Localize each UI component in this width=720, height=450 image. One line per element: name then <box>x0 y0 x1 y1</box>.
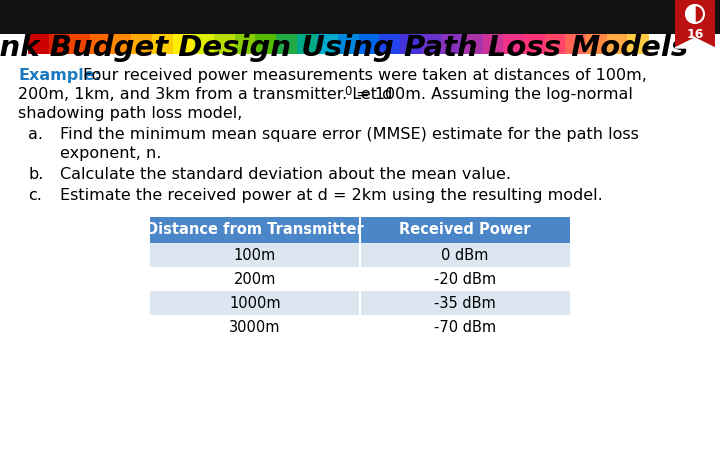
Bar <box>49 34 70 54</box>
Bar <box>420 34 442 54</box>
Bar <box>0 0 720 34</box>
Text: Example:: Example: <box>18 68 101 83</box>
Text: Distance from Transmitter: Distance from Transmitter <box>146 222 364 238</box>
Bar <box>462 34 483 54</box>
Bar <box>586 34 608 54</box>
Text: 1000m: 1000m <box>229 296 281 310</box>
Bar <box>318 34 339 54</box>
Bar <box>111 34 132 54</box>
Text: Find the minimum mean square error (MMSE) estimate for the path loss: Find the minimum mean square error (MMSE… <box>60 127 639 142</box>
Bar <box>90 34 112 54</box>
Text: 200m: 200m <box>234 271 276 287</box>
Bar <box>173 34 194 54</box>
Text: shadowing path loss model,: shadowing path loss model, <box>18 106 243 121</box>
Bar <box>150 315 570 339</box>
Bar <box>28 34 50 54</box>
Text: 16: 16 <box>686 27 703 40</box>
Text: 3000m: 3000m <box>229 320 281 334</box>
Text: exponent, n.: exponent, n. <box>60 146 161 161</box>
Text: -35 dBm: -35 dBm <box>434 296 496 310</box>
Bar <box>544 34 566 54</box>
Text: -20 dBm: -20 dBm <box>434 271 496 287</box>
Bar <box>607 34 628 54</box>
Text: 0 dBm: 0 dBm <box>441 248 489 262</box>
Polygon shape <box>686 5 695 23</box>
Text: Calculate the standard deviation about the mean value.: Calculate the standard deviation about t… <box>60 167 511 182</box>
Text: Estimate the received power at d = 2km using the resulting model.: Estimate the received power at d = 2km u… <box>60 188 603 203</box>
Text: = 100m. Assuming the log-normal: = 100m. Assuming the log-normal <box>351 87 633 102</box>
Bar <box>379 34 401 54</box>
Bar <box>152 34 174 54</box>
Bar <box>150 217 570 243</box>
Bar <box>627 34 649 54</box>
Bar <box>235 34 256 54</box>
Bar <box>69 34 91 54</box>
Text: Four received power measurements were taken at distances of 100m,: Four received power measurements were ta… <box>83 68 647 83</box>
Bar <box>276 34 297 54</box>
Text: b.: b. <box>28 167 43 182</box>
Text: Link Budget Design Using Path Loss Models: Link Budget Design Using Path Loss Model… <box>0 34 688 62</box>
Bar <box>359 34 380 54</box>
Bar <box>150 291 570 315</box>
Bar <box>150 267 570 291</box>
Text: 200m, 1km, and 3km from a transmitter. Let d: 200m, 1km, and 3km from a transmitter. L… <box>18 87 392 102</box>
Text: a.: a. <box>28 127 43 142</box>
Text: 0: 0 <box>344 85 351 98</box>
Text: -70 dBm: -70 dBm <box>434 320 496 334</box>
Bar <box>441 34 463 54</box>
Bar <box>400 34 421 54</box>
Bar <box>482 34 504 54</box>
Bar <box>503 34 525 54</box>
Text: c.: c. <box>28 188 42 203</box>
Bar <box>675 0 715 48</box>
Bar <box>338 34 359 54</box>
Bar <box>214 34 235 54</box>
Text: Received Power: Received Power <box>400 222 531 238</box>
Bar <box>524 34 546 54</box>
Bar <box>194 34 215 54</box>
Bar <box>256 34 276 54</box>
Bar <box>131 34 153 54</box>
Bar <box>565 34 587 54</box>
Bar <box>150 243 570 267</box>
Bar <box>297 34 318 54</box>
Polygon shape <box>675 38 715 48</box>
Text: 100m: 100m <box>234 248 276 262</box>
